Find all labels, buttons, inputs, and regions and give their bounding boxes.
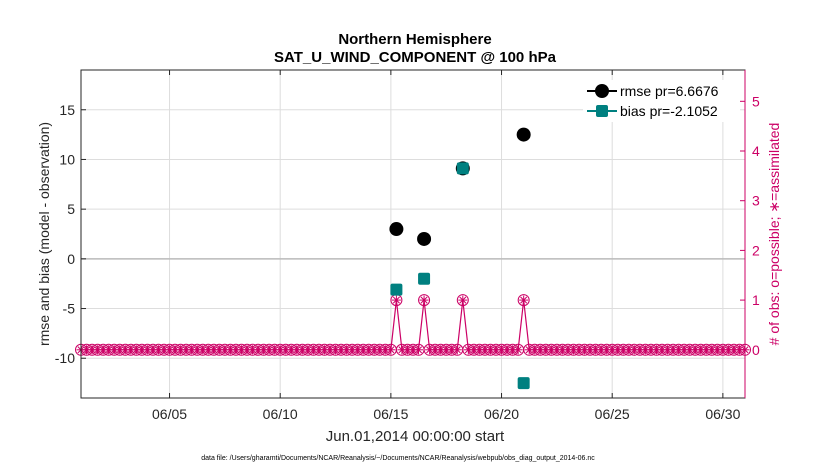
obs-assimilated-point	[458, 295, 468, 305]
legend-rmse-label: rmse pr=6.6676	[620, 83, 719, 99]
y2-tick-label: 1	[752, 292, 760, 308]
x-tick-label: 06/30	[705, 406, 740, 422]
obs-assimilated-point	[723, 345, 733, 355]
obs-assimilated-point	[668, 345, 678, 355]
bias-point	[456, 162, 469, 175]
bias-point	[517, 377, 530, 390]
y2-tick-label: 4	[752, 143, 760, 159]
obs-assimilated-point	[231, 345, 241, 355]
obs-assimilated-point	[563, 345, 573, 355]
obs-assimilated-point	[93, 345, 103, 355]
obs-assimilated-point	[342, 345, 352, 355]
chart-title: Northern Hemisphere	[338, 31, 491, 48]
obs-assimilated-point	[646, 345, 656, 355]
obs-assimilated-point	[353, 345, 363, 355]
y2-tick-label: 5	[752, 93, 760, 109]
obs-assimilated-point	[176, 345, 186, 355]
obs-assimilated-point	[519, 295, 529, 305]
rmse-point	[389, 222, 404, 237]
y-tick-label: 5	[67, 201, 75, 217]
obs-assimilated-point	[214, 345, 224, 355]
bias-point	[418, 272, 431, 285]
obs-assimilated-point	[187, 345, 197, 355]
legend-box	[583, 80, 740, 122]
obs-assimilated-point	[513, 345, 523, 355]
obs-possible-point	[456, 294, 469, 307]
obs-assimilated-point	[264, 345, 274, 355]
rmse-point	[516, 127, 531, 142]
obs-assimilated-point	[552, 345, 562, 355]
obs-assimilated-point	[635, 345, 645, 355]
obs-assimilated-point	[369, 345, 379, 355]
obs-assimilated-point	[452, 345, 462, 355]
obs-possible-line	[81, 300, 745, 351]
data-file-footnote: data file: /Users/gharamti/Documents/NCA…	[201, 455, 595, 462]
obs-assimilated-point	[414, 345, 424, 355]
y2-tick-label: 0	[752, 342, 760, 358]
obs-assimilated-point	[375, 345, 385, 355]
y-axis-label: rmse and bias (model - observation)	[36, 122, 52, 346]
obs-assimilated-point	[115, 345, 125, 355]
x-tick-label: 06/05	[152, 406, 187, 422]
legend: rmse pr=6.6676 bias pr=-2.1052	[583, 80, 740, 122]
chart-subtitle: SAT_U_WIND_COMPONENT @ 100 hPa	[274, 49, 557, 66]
obs-possible-point	[418, 294, 431, 307]
obs-assimilated-point	[469, 345, 479, 355]
legend-rmse-marker	[595, 84, 609, 98]
y-tick-label: -5	[63, 301, 76, 317]
x-tick-label: 06/10	[263, 406, 298, 422]
bias-point	[390, 283, 403, 296]
obs-assimilated-point	[391, 295, 401, 305]
obs-assimilated-point	[386, 345, 396, 355]
y2-tick-label: 2	[752, 242, 760, 258]
x-tick-label: 06/15	[373, 406, 408, 422]
obs-assimilated-point	[674, 345, 684, 355]
obs-assimilated-point	[242, 345, 252, 355]
obs-assimilated-point	[447, 345, 457, 355]
y2-axis-label: # of obs: o=possible; ∗=assimilated	[766, 123, 782, 346]
obs-assimilated-point	[82, 345, 92, 355]
x-tick-label: 06/20	[484, 406, 519, 422]
obs-assimilated-point	[275, 345, 285, 355]
obs-assimilated-point	[535, 345, 545, 355]
y-tick-label: -10	[55, 350, 75, 366]
obs-assimilated-point	[225, 345, 235, 355]
obs-possible-point	[517, 294, 530, 307]
legend-bias-label: bias pr=-2.1052	[620, 103, 718, 119]
obs-assimilated-point	[303, 345, 313, 355]
y-tick-label: 15	[59, 102, 75, 118]
y-tick-label: 0	[67, 251, 75, 267]
obs-assimilated-point	[281, 345, 291, 355]
obs-assimilated-point	[530, 345, 540, 355]
y-tick-label: 10	[59, 151, 75, 167]
rmse-point	[417, 231, 432, 246]
x-axis-label: Jun.01,2014 00:00:00 start	[326, 428, 505, 445]
x-tick-label: 06/25	[595, 406, 630, 422]
legend-bias-marker	[596, 105, 608, 117]
obs-assimilated-point	[463, 345, 473, 355]
obs-assimilated-point	[419, 295, 429, 305]
y2-tick-label: 3	[752, 193, 760, 209]
obs-assimilated-point	[198, 345, 208, 355]
